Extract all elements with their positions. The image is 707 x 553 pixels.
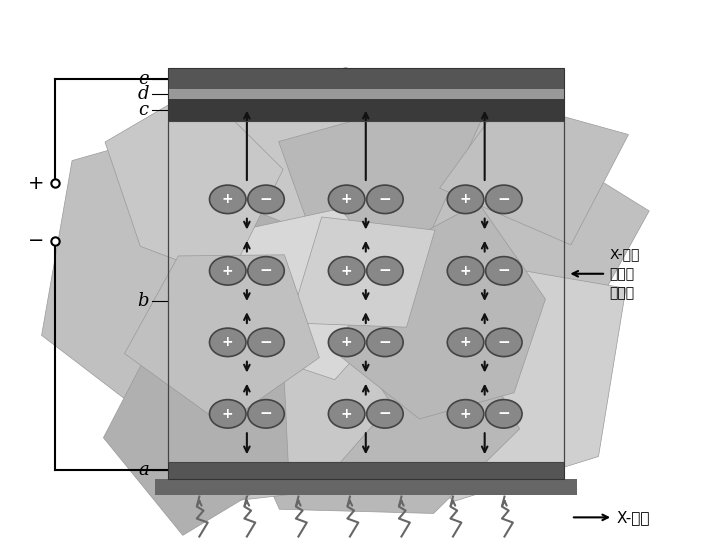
Bar bbox=[168, 462, 564, 479]
Text: −: − bbox=[378, 263, 391, 278]
Text: +: + bbox=[341, 264, 352, 278]
Polygon shape bbox=[290, 217, 435, 327]
Circle shape bbox=[367, 400, 403, 428]
Polygon shape bbox=[213, 67, 469, 248]
Polygon shape bbox=[42, 117, 357, 435]
Polygon shape bbox=[145, 292, 392, 507]
Text: X-射线: X-射线 bbox=[617, 510, 650, 525]
Text: +: + bbox=[341, 407, 352, 421]
Text: −: − bbox=[378, 192, 391, 207]
Circle shape bbox=[209, 328, 246, 357]
Circle shape bbox=[209, 400, 246, 428]
Polygon shape bbox=[105, 87, 283, 279]
Bar bbox=[168, 121, 564, 462]
Text: X-射线
下产生
的电荷: X-射线 下产生 的电荷 bbox=[609, 247, 640, 300]
Circle shape bbox=[247, 257, 284, 285]
Circle shape bbox=[448, 328, 484, 357]
Text: −: − bbox=[498, 406, 510, 421]
Circle shape bbox=[486, 328, 522, 357]
Circle shape bbox=[486, 400, 522, 428]
Text: −: − bbox=[498, 192, 510, 207]
Bar bbox=[155, 479, 577, 495]
Polygon shape bbox=[279, 79, 592, 358]
Circle shape bbox=[367, 257, 403, 285]
Text: +: + bbox=[222, 407, 233, 421]
Text: −: − bbox=[28, 231, 44, 251]
Circle shape bbox=[209, 257, 246, 285]
Text: +: + bbox=[222, 335, 233, 349]
Circle shape bbox=[448, 400, 484, 428]
Circle shape bbox=[247, 185, 284, 213]
Polygon shape bbox=[222, 208, 411, 380]
Text: +: + bbox=[460, 335, 472, 349]
Bar bbox=[168, 121, 564, 462]
Circle shape bbox=[328, 328, 365, 357]
Text: c: c bbox=[139, 101, 148, 119]
Text: −: − bbox=[498, 335, 510, 350]
Bar bbox=[168, 69, 564, 89]
Circle shape bbox=[247, 328, 284, 357]
Circle shape bbox=[328, 185, 365, 213]
Text: +: + bbox=[222, 264, 233, 278]
Polygon shape bbox=[226, 311, 520, 513]
Text: +: + bbox=[222, 192, 233, 206]
Text: +: + bbox=[341, 192, 352, 206]
Text: +: + bbox=[341, 335, 352, 349]
Text: −: − bbox=[259, 406, 272, 421]
Text: e: e bbox=[138, 70, 148, 88]
Text: b: b bbox=[137, 293, 148, 310]
Circle shape bbox=[247, 400, 284, 428]
Text: d: d bbox=[137, 85, 148, 103]
Bar bbox=[168, 69, 564, 479]
Polygon shape bbox=[401, 110, 649, 399]
Bar bbox=[168, 89, 564, 99]
Text: −: − bbox=[498, 263, 510, 278]
Text: −: − bbox=[259, 192, 272, 207]
Text: −: − bbox=[259, 263, 272, 278]
Circle shape bbox=[328, 257, 365, 285]
Text: +: + bbox=[28, 174, 44, 193]
Text: a: a bbox=[138, 461, 148, 479]
Circle shape bbox=[367, 328, 403, 357]
Circle shape bbox=[328, 400, 365, 428]
Polygon shape bbox=[124, 255, 320, 425]
Circle shape bbox=[448, 185, 484, 213]
Text: −: − bbox=[378, 406, 391, 421]
Polygon shape bbox=[337, 203, 545, 419]
Text: −: − bbox=[378, 335, 391, 350]
Circle shape bbox=[448, 257, 484, 285]
Polygon shape bbox=[440, 100, 629, 245]
Circle shape bbox=[367, 185, 403, 213]
Text: +: + bbox=[460, 192, 472, 206]
Circle shape bbox=[209, 185, 246, 213]
Text: −: − bbox=[259, 335, 272, 350]
Text: +: + bbox=[460, 407, 472, 421]
Polygon shape bbox=[144, 82, 386, 314]
Circle shape bbox=[486, 185, 522, 213]
Circle shape bbox=[486, 257, 522, 285]
Text: +: + bbox=[460, 264, 472, 278]
Bar bbox=[168, 99, 564, 121]
Polygon shape bbox=[103, 328, 288, 535]
Polygon shape bbox=[314, 253, 626, 501]
